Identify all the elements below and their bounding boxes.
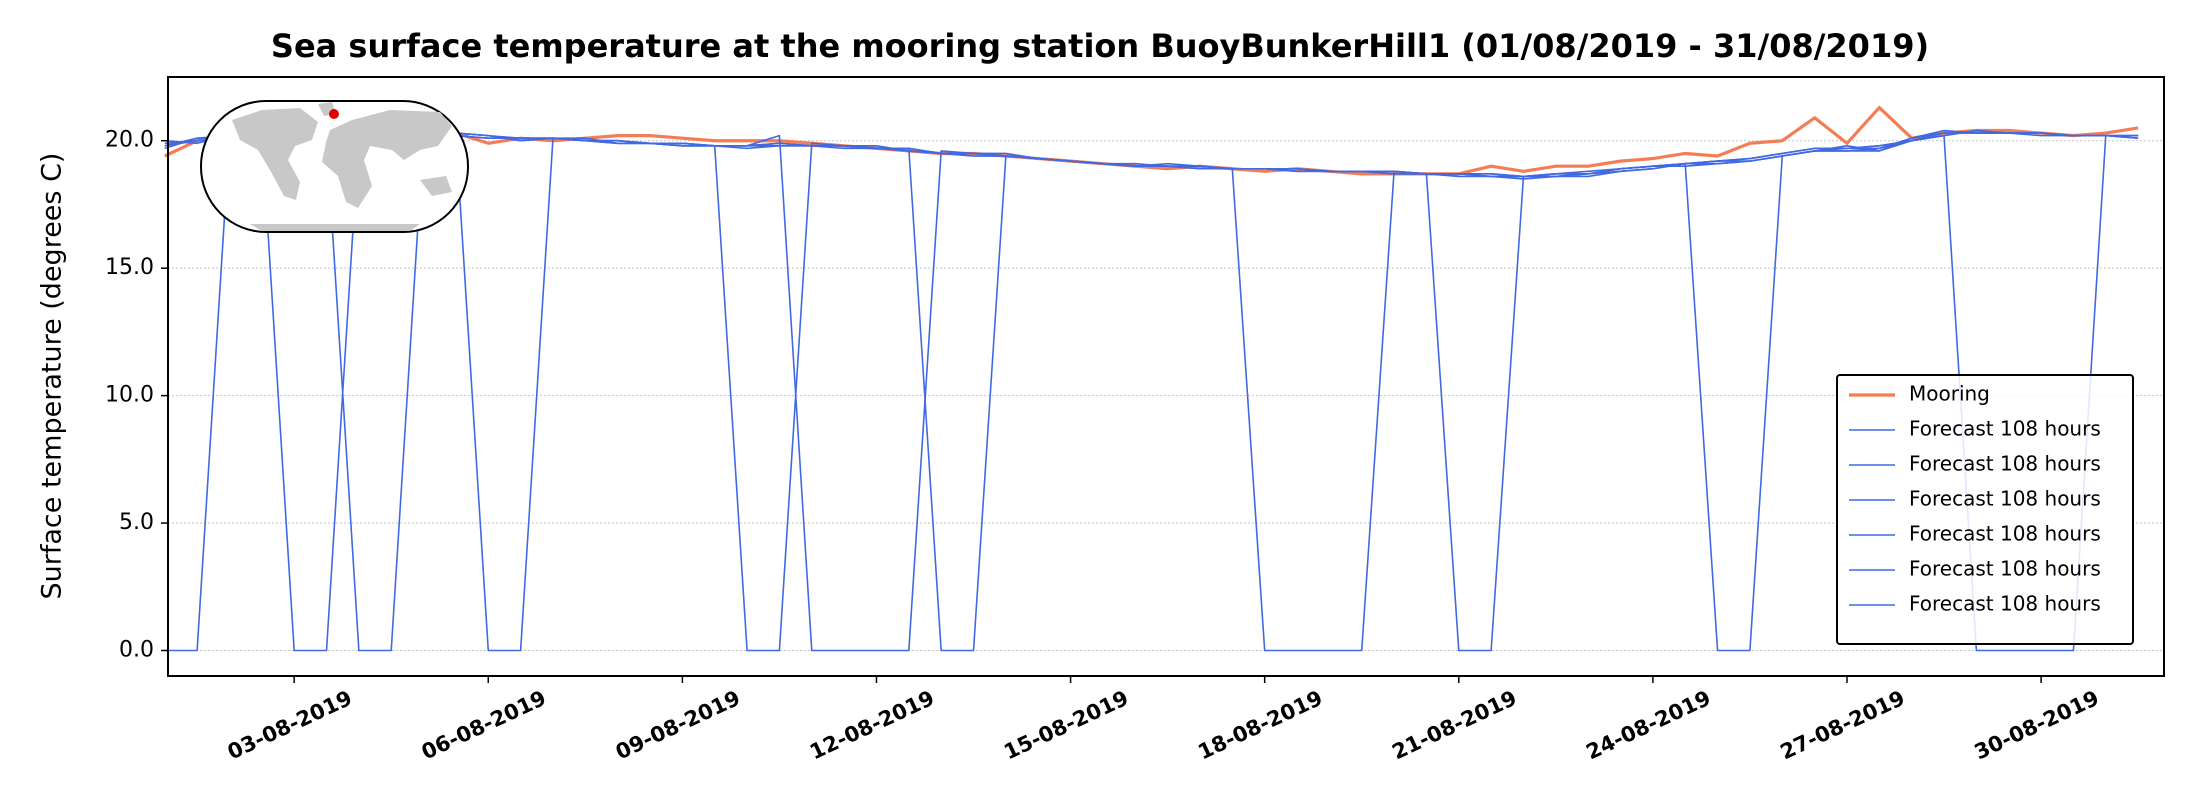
legend-label: Mooring [1909,382,1990,406]
legend: Mooring Forecast 108 hours Forecast 108 ho… [1836,374,2134,645]
series-line [164,129,2139,178]
inset-map [200,100,469,233]
legend-label: Forecast 108 hours [1909,487,2101,511]
y-axis-label: Surface temperature (degrees C) [37,153,68,600]
chart-title: Sea surface temperature at the mooring s… [271,27,1929,65]
land-antarctica [250,224,420,231]
y-tick-label: 10.0 [105,383,154,408]
plot-area [164,105,2139,652]
land-eurasia-africa [322,110,452,208]
y-tick-label: 20.0 [105,128,154,153]
legend-label: Forecast 108 hours [1909,557,2101,581]
legend-label: Forecast 108 hours [1909,592,2101,616]
legend-label: Forecast 108 hours [1909,452,2101,476]
plot-frame [167,76,2165,677]
y-tick-label: 0.0 [119,638,154,663]
series-line [164,105,2139,176]
legend-label: Forecast 108 hours [1909,522,2101,546]
station-marker [329,109,339,119]
legend-label: Forecast 108 hours [1909,417,2101,441]
land-americas [232,108,318,200]
y-tick-label: 5.0 [119,510,154,535]
land-australia [420,176,452,196]
y-tick-label: 15.0 [105,255,154,280]
legend-box [1836,374,2134,645]
